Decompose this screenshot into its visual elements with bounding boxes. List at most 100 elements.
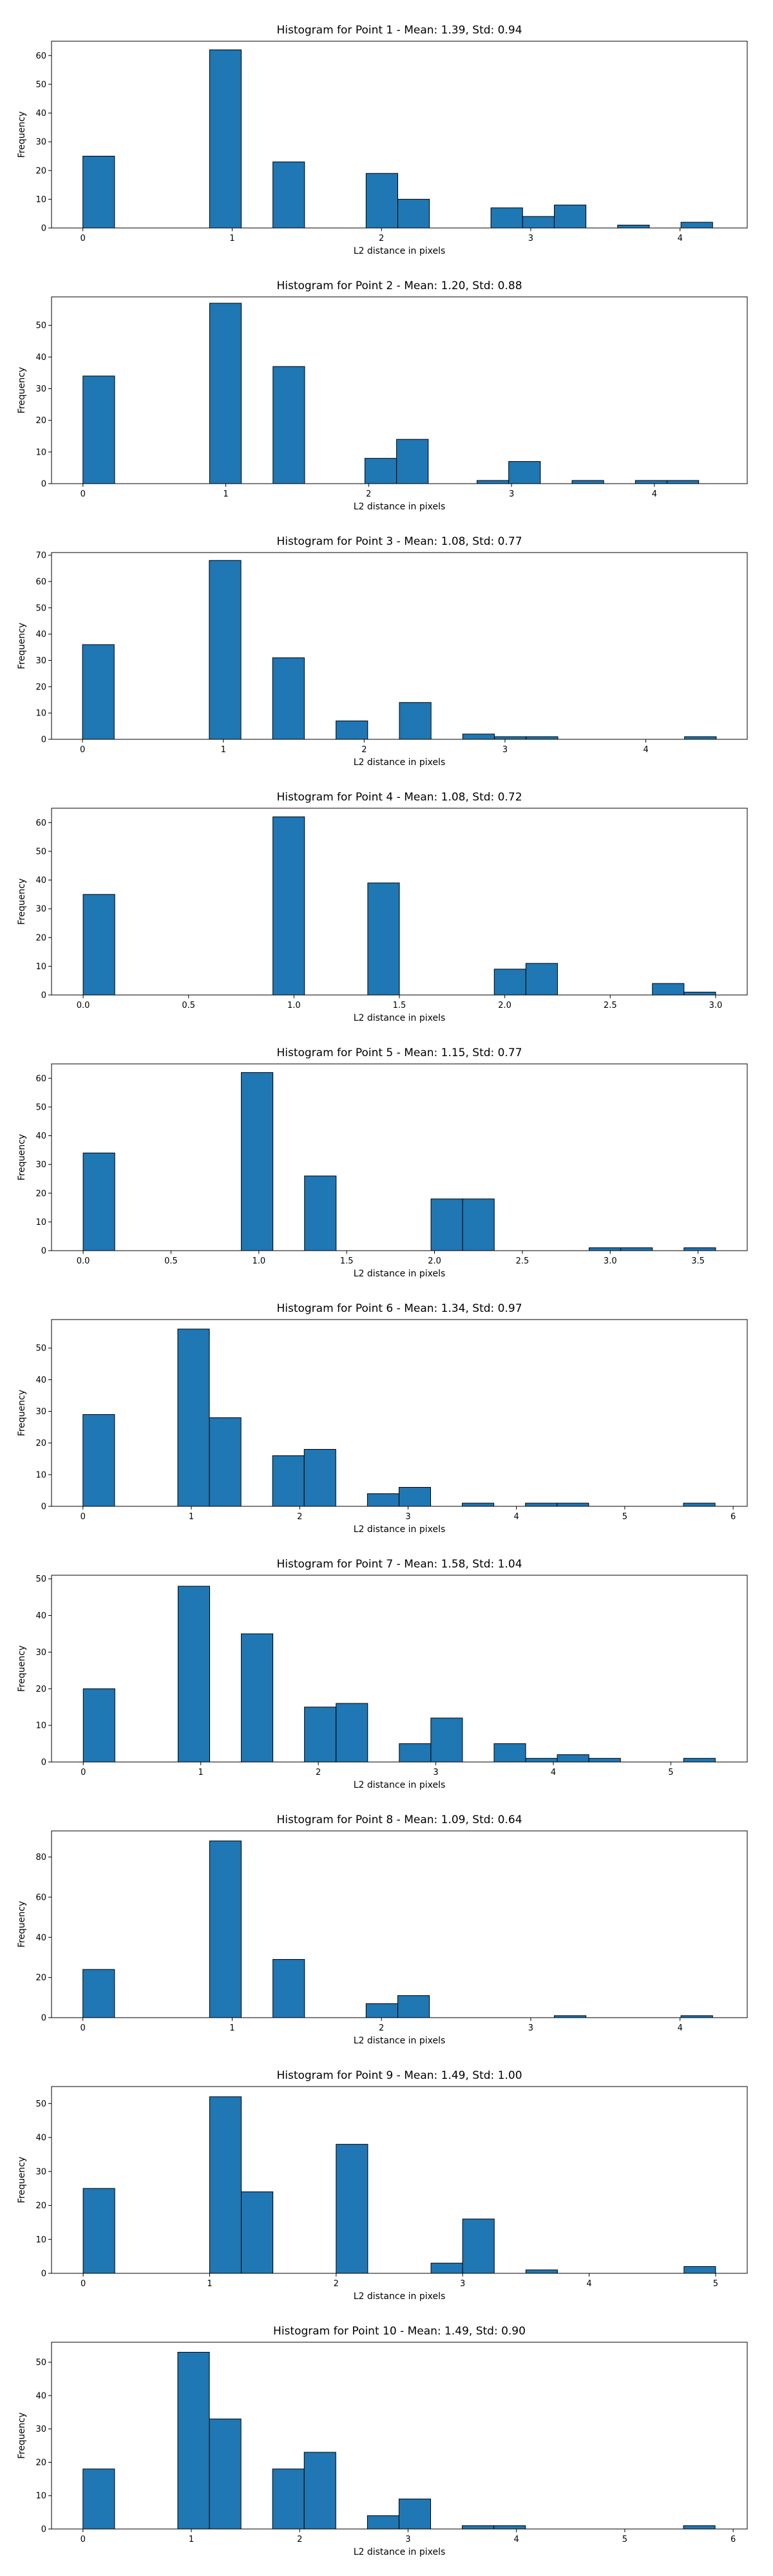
y-tick-label: 20 (35, 933, 46, 943)
y-tick-label: 10 (35, 709, 46, 719)
histogram-bar (522, 216, 555, 229)
x-tick-label: 2 (361, 745, 367, 755)
chart-title: Histogram for Point 6 - Mean: 1.34, Std:… (276, 1302, 522, 1315)
histogram-bar (526, 736, 558, 740)
bars (82, 1586, 716, 1763)
x-tick-label: 4 (652, 489, 657, 499)
chart-title: Histogram for Point 4 - Mean: 1.08, Std:… (276, 791, 522, 804)
x-tick-label: 6 (730, 2535, 736, 2544)
histogram-bar (683, 992, 716, 996)
histogram-bar (241, 1633, 274, 1763)
y-tick-label: 40 (35, 876, 46, 886)
x-tick-label: 0 (81, 2535, 86, 2544)
histogram-bar (462, 734, 495, 740)
histogram-bar (477, 480, 510, 484)
histogram-bar (209, 560, 242, 740)
bars (82, 560, 717, 740)
histogram-panel: 0 1 2 3 4 0 10 20 30 40 50 60 70 Histogram for Point … (0, 514, 773, 769)
x-axis-label: L2 distance in pixels (354, 2547, 446, 2557)
histogram-chart: 0 1 2 3 4 5 6 0 10 20 30 40 50 Histogram for Point 10… (17, 2325, 748, 2557)
chart-title: Histogram for Point 7 - Mean: 1.58, Std:… (276, 1558, 522, 1571)
y-tick-label: 50 (35, 1103, 46, 1112)
histogram-bar (367, 882, 400, 996)
x-tick-label: 3.0 (604, 1256, 617, 1266)
y-tick-label: 20 (35, 1685, 46, 1694)
y-tick-label: 80 (35, 1853, 46, 1862)
y-tick-label: 40 (35, 630, 46, 639)
histogram-bar (241, 1072, 274, 1251)
x-tick-label: 4 (643, 745, 648, 755)
bars (82, 49, 713, 229)
y-tick-label: 40 (35, 2391, 46, 2401)
y-tick-label: 50 (35, 1344, 46, 1354)
x-axis-label: L2 distance in pixels (354, 246, 446, 256)
y-tick-label: 30 (35, 138, 46, 147)
histogram-bar (303, 2452, 336, 2530)
chart-title: Histogram for Point 8 - Mean: 1.09, Std:… (276, 1814, 522, 1826)
x-tick-label: 4 (678, 234, 683, 243)
histogram-bar (304, 1175, 337, 1251)
y-tick-label: 50 (35, 80, 46, 90)
histogram-bar (209, 1841, 242, 2018)
histogram-bar (494, 736, 527, 740)
y-tick-label: 30 (35, 2167, 46, 2177)
x-tick-label: 1 (223, 489, 228, 499)
histogram-chart: 0 1 2 3 4 5 6 0 10 20 30 40 50 Histogram for Point 6 … (17, 1302, 748, 1535)
histogram-bar (525, 2269, 558, 2274)
histogram-panel: 0 1 2 3 4 5 6 0 10 20 30 40 50 Histogram for Point 6 … (0, 1281, 773, 1536)
x-tick-label: 2.0 (428, 1256, 441, 1266)
x-tick-label: 1 (189, 1512, 194, 1522)
x-tick-label: 2 (334, 2279, 339, 2289)
histogram-bar (399, 1743, 432, 1763)
bars (82, 1841, 713, 2018)
y-tick-label: 20 (35, 683, 46, 692)
histogram-bar (304, 1707, 337, 1763)
x-tick-label: 5 (622, 2535, 627, 2544)
histogram-bar (617, 225, 650, 229)
x-tick-label: 3 (460, 2279, 465, 2289)
histogram-bar (364, 458, 397, 484)
y-tick-label: 0 (41, 2269, 46, 2279)
x-tick-label: 4 (514, 1512, 519, 1522)
histogram-bar (525, 1502, 558, 1507)
histogram-bar (336, 720, 368, 740)
x-tick-label: 2 (366, 489, 371, 499)
y-tick-label: 10 (35, 448, 46, 457)
histogram-panel: 0 1 2 3 4 5 6 0 10 20 30 40 50 Histogram for Point 10… (0, 2304, 773, 2559)
bars (82, 2096, 716, 2274)
x-axis-label: L2 distance in pixels (354, 1524, 446, 1535)
histogram-bar (493, 1743, 526, 1763)
x-tick-label: 2.5 (516, 1256, 530, 1266)
y-axis-label: Frequency (17, 2157, 27, 2203)
axes-frame (51, 552, 748, 740)
x-tick-label: 3 (502, 745, 508, 755)
histogram-bar (508, 461, 541, 484)
y-tick-label: 0 (41, 2014, 46, 2023)
histogram-bar (462, 2525, 495, 2530)
x-tick-label: 0 (80, 745, 85, 755)
histogram-bar (272, 816, 305, 996)
x-axis-label: L2 distance in pixels (354, 502, 446, 512)
histogram-bar (177, 1329, 210, 1507)
histogram-bar (209, 49, 242, 229)
histogram-bar (589, 1247, 622, 1251)
histogram-bar (82, 644, 115, 740)
histogram-bar (620, 1247, 653, 1251)
y-tick-label: 30 (35, 1648, 46, 1658)
x-tick-label: 3 (405, 1512, 410, 1522)
axes-frame (51, 2086, 748, 2274)
histogram-bar (493, 969, 526, 996)
x-tick-label: 1.5 (340, 1256, 354, 1266)
histogram-panel: 0 1 2 3 4 5 0 10 20 30 40 50 Histogram for Point 7 -… (0, 1537, 773, 1792)
y-tick-label: 0 (41, 224, 46, 234)
x-axis-label: L2 distance in pixels (354, 757, 446, 768)
x-tick-label: 1 (198, 1768, 204, 1777)
histogram-bar (557, 1754, 589, 1763)
y-tick-label: 30 (35, 1407, 46, 1417)
histogram-bar (303, 1449, 336, 1507)
y-axis-label: Frequency (17, 878, 27, 925)
x-tick-label: 5 (713, 2279, 718, 2289)
x-tick-label: 1.0 (287, 1001, 301, 1010)
x-tick-label: 1 (207, 2279, 212, 2289)
y-tick-label: 50 (35, 321, 46, 331)
